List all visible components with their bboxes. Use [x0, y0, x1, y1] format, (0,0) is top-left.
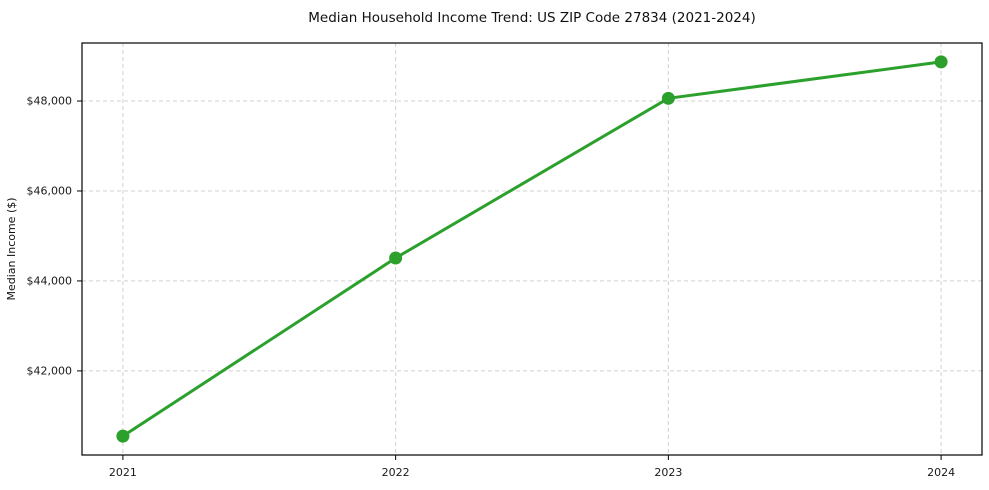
plot-border	[81, 42, 983, 456]
y-tick-label: $44,000	[27, 274, 73, 287]
y-tick-label: $42,000	[27, 364, 73, 377]
x-tick-label: 2022	[382, 466, 410, 479]
y-tick-label: $48,000	[27, 95, 73, 108]
x-tick-label: 2021	[109, 466, 137, 479]
gridlines	[82, 43, 982, 455]
x-tick-label: 2023	[654, 466, 682, 479]
x-tick-label: 2024	[927, 466, 955, 479]
data-point-marker	[934, 55, 948, 69]
data-point-marker	[661, 91, 675, 105]
data-point-marker	[389, 251, 403, 265]
axis-ticks: $42,000 $44,000 $46,000 $48,000 2021 2022 2023…	[27, 95, 956, 479]
y-axis-label: Median Income ($)	[5, 197, 18, 300]
line-series	[116, 55, 948, 443]
chart-title: Median Household Income Trend: US ZIP Co…	[308, 10, 756, 26]
trend-line	[121, 60, 943, 438]
y-tick-label: $46,000	[27, 184, 73, 197]
data-point-marker	[116, 429, 130, 443]
